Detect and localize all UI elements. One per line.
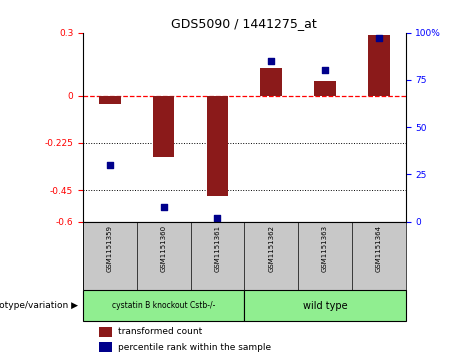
Text: genotype/variation ▶: genotype/variation ▶ [0, 301, 78, 310]
Text: cystatin B knockout Cstb-/-: cystatin B knockout Cstb-/- [112, 301, 215, 310]
Bar [314, 81, 336, 96]
Bar [99, 342, 112, 352]
Title: GDS5090 / 1441275_at: GDS5090 / 1441275_at [171, 17, 317, 30]
Text: GSM1151362: GSM1151362 [268, 225, 274, 272]
Point [375, 36, 383, 41]
Point [160, 204, 167, 209]
Bar [99, 96, 121, 104]
Text: transformed count: transformed count [118, 327, 203, 336]
Point [267, 58, 275, 64]
Bar [99, 327, 112, 337]
Bar [368, 35, 390, 96]
Text: percentile rank within the sample: percentile rank within the sample [118, 343, 272, 352]
Text: GSM1151359: GSM1151359 [107, 225, 113, 272]
Bar [83, 290, 244, 321]
Point [321, 68, 329, 73]
Text: GSM1151360: GSM1151360 [160, 225, 167, 272]
Text: wild type: wild type [303, 301, 347, 311]
Text: GSM1151361: GSM1151361 [214, 225, 220, 272]
Point [214, 215, 221, 221]
Bar [244, 290, 406, 321]
Bar [207, 96, 228, 196]
Bar [260, 68, 282, 96]
Bar [153, 96, 174, 156]
Text: GSM1151363: GSM1151363 [322, 225, 328, 272]
Point [106, 162, 113, 168]
Text: GSM1151364: GSM1151364 [376, 225, 382, 272]
